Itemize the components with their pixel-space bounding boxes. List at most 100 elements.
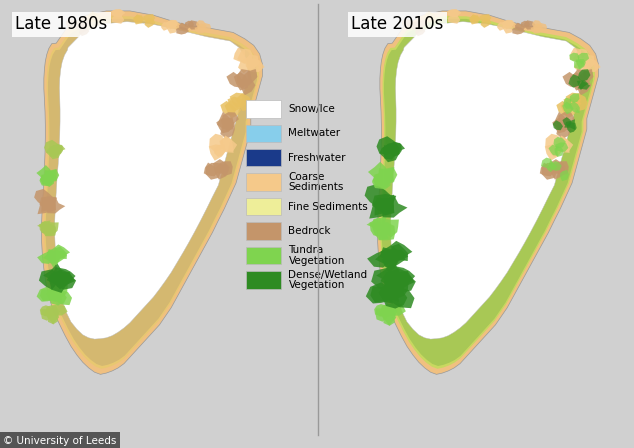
Bar — [246, 222, 280, 240]
Polygon shape — [577, 79, 592, 95]
Polygon shape — [41, 220, 51, 229]
Polygon shape — [41, 200, 56, 212]
Polygon shape — [555, 142, 569, 152]
Polygon shape — [481, 18, 491, 28]
Polygon shape — [45, 224, 56, 236]
Polygon shape — [242, 69, 257, 86]
Polygon shape — [564, 119, 576, 130]
Polygon shape — [143, 14, 155, 22]
Polygon shape — [111, 9, 123, 16]
Polygon shape — [524, 20, 536, 30]
Polygon shape — [414, 20, 427, 29]
Polygon shape — [549, 159, 566, 174]
Polygon shape — [51, 305, 68, 315]
Polygon shape — [51, 267, 75, 286]
Polygon shape — [66, 18, 77, 28]
Bar — [246, 271, 280, 289]
Polygon shape — [371, 268, 396, 293]
Polygon shape — [234, 72, 248, 90]
Text: Coarse
Sediments: Coarse Sediments — [288, 172, 344, 193]
Polygon shape — [204, 163, 219, 177]
Polygon shape — [48, 249, 65, 263]
Polygon shape — [215, 164, 229, 180]
Polygon shape — [391, 22, 584, 339]
Polygon shape — [551, 161, 562, 171]
Polygon shape — [497, 22, 506, 31]
Polygon shape — [391, 244, 408, 261]
Polygon shape — [368, 162, 388, 181]
Text: Tundra
Vegetation: Tundra Vegetation — [288, 245, 345, 266]
Polygon shape — [47, 197, 65, 213]
Polygon shape — [241, 79, 256, 95]
Polygon shape — [217, 112, 233, 129]
Polygon shape — [40, 171, 54, 187]
Polygon shape — [387, 280, 409, 300]
Polygon shape — [46, 146, 61, 159]
Polygon shape — [228, 97, 245, 112]
Polygon shape — [370, 222, 385, 237]
Polygon shape — [87, 13, 98, 22]
Polygon shape — [166, 25, 178, 34]
Polygon shape — [372, 173, 388, 189]
Polygon shape — [479, 14, 491, 22]
Polygon shape — [387, 303, 406, 316]
Polygon shape — [233, 47, 246, 64]
Polygon shape — [538, 23, 547, 31]
Polygon shape — [375, 199, 394, 215]
Polygon shape — [562, 102, 574, 114]
Polygon shape — [219, 161, 233, 176]
Polygon shape — [40, 224, 52, 236]
Polygon shape — [533, 23, 543, 33]
Polygon shape — [557, 136, 569, 153]
Polygon shape — [49, 289, 67, 306]
Polygon shape — [541, 163, 557, 180]
Polygon shape — [55, 272, 76, 290]
Polygon shape — [44, 305, 59, 317]
Polygon shape — [377, 136, 398, 155]
Polygon shape — [112, 15, 124, 24]
Polygon shape — [49, 146, 61, 157]
Polygon shape — [384, 145, 400, 159]
Polygon shape — [133, 15, 144, 25]
Polygon shape — [179, 22, 190, 30]
Polygon shape — [560, 170, 569, 181]
Polygon shape — [573, 69, 588, 88]
Polygon shape — [553, 120, 563, 130]
Polygon shape — [557, 118, 570, 130]
Polygon shape — [43, 169, 59, 182]
Polygon shape — [202, 23, 211, 31]
Polygon shape — [567, 122, 577, 133]
Polygon shape — [578, 69, 590, 82]
Polygon shape — [47, 311, 59, 324]
Polygon shape — [37, 221, 50, 230]
Polygon shape — [578, 53, 589, 65]
Polygon shape — [382, 19, 593, 366]
Polygon shape — [55, 22, 248, 339]
Polygon shape — [581, 55, 595, 71]
Polygon shape — [34, 189, 53, 206]
Polygon shape — [367, 250, 399, 268]
Polygon shape — [43, 263, 64, 282]
Polygon shape — [558, 112, 575, 127]
Polygon shape — [427, 15, 437, 22]
Text: Late 2010s: Late 2010s — [351, 15, 443, 33]
Polygon shape — [553, 137, 566, 149]
Polygon shape — [220, 122, 235, 139]
Polygon shape — [145, 18, 155, 28]
Polygon shape — [569, 101, 580, 113]
Polygon shape — [213, 159, 230, 174]
Polygon shape — [46, 19, 257, 366]
Polygon shape — [79, 26, 89, 36]
Polygon shape — [402, 18, 413, 28]
Polygon shape — [49, 145, 61, 154]
Polygon shape — [52, 285, 68, 299]
Polygon shape — [379, 145, 399, 162]
Polygon shape — [91, 15, 101, 22]
Polygon shape — [89, 12, 100, 21]
Polygon shape — [380, 16, 595, 369]
Polygon shape — [375, 198, 394, 215]
Polygon shape — [545, 134, 559, 152]
Polygon shape — [548, 145, 558, 156]
Polygon shape — [40, 305, 55, 316]
Polygon shape — [378, 304, 396, 317]
